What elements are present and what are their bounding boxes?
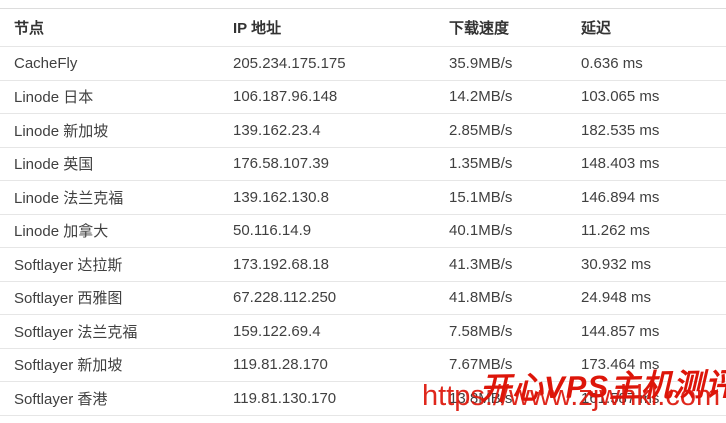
ip-cell: 50.116.14.9 <box>219 213 435 248</box>
column-header-latency: 延迟 <box>567 8 726 47</box>
latency-cell: 146.894 ms <box>567 180 726 214</box>
latency-cell: 182.535 ms <box>567 113 726 147</box>
node-cell: Linode 法兰克福 <box>0 180 219 214</box>
table-row: Linode 英国 176.58.107.39 1.35MB/s 148.403… <box>0 146 726 181</box>
table-row: Softlayer 西雅图 67.228.112.250 41.8MB/s 24… <box>0 280 726 315</box>
ip-cell: 106.187.96.148 <box>219 79 435 114</box>
ip-cell: 119.81.130.170 <box>219 381 435 415</box>
node-cell: Linode 加拿大 <box>0 213 219 248</box>
speed-cell: 7.58MB/s <box>435 314 567 348</box>
table-row: Linode 加拿大 50.116.14.9 40.1MB/s 11.262 m… <box>0 213 726 248</box>
table-row: CacheFly 205.234.175.175 35.9MB/s 0.636 … <box>0 46 726 80</box>
ip-cell: 67.228.112.250 <box>219 280 435 315</box>
ip-cell: 205.234.175.175 <box>219 46 435 80</box>
ip-cell: 139.162.130.8 <box>219 180 435 214</box>
table-row: Softlayer 达拉斯 173.192.68.18 41.3MB/s 30.… <box>0 247 726 281</box>
latency-cell: 30.932 ms <box>567 247 726 281</box>
speed-cell: 41.8MB/s <box>435 280 567 315</box>
ip-cell: 139.162.23.4 <box>219 113 435 147</box>
node-cell: Linode 英国 <box>0 146 219 181</box>
speed-cell: 15.1MB/s <box>435 180 567 214</box>
node-cell: Softlayer 法兰克福 <box>0 314 219 348</box>
column-header-ip: IP 地址 <box>219 8 435 47</box>
node-cell: Linode 日本 <box>0 79 219 114</box>
table-row: Softlayer 法兰克福 159.122.69.4 7.58MB/s 144… <box>0 314 726 348</box>
speed-cell: 1.35MB/s <box>435 146 567 181</box>
table-row: Linode 日本 106.187.96.148 14.2MB/s 103.06… <box>0 79 726 114</box>
node-cell: Softlayer 西雅图 <box>0 280 219 315</box>
latency-cell: 173.464 ms <box>567 347 726 382</box>
latency-cell: 0.636 ms <box>567 46 726 80</box>
speed-cell: 40.1MB/s <box>435 213 567 248</box>
table-row: Linode 法兰克福 139.162.130.8 15.1MB/s 146.8… <box>0 180 726 214</box>
column-header-speed: 下载速度 <box>435 8 567 47</box>
latency-cell: 24.948 ms <box>567 280 726 315</box>
node-cell: Softlayer 达拉斯 <box>0 247 219 281</box>
latency-cell: 144.857 ms <box>567 314 726 348</box>
speed-cell: 7.67MB/s <box>435 347 567 382</box>
speed-cell: 13.8MB/s <box>435 381 567 415</box>
speed-cell: 2.85MB/s <box>435 113 567 147</box>
table-body: CacheFly 205.234.175.175 35.9MB/s 0.636 … <box>0 46 726 415</box>
node-cell: Softlayer 新加坡 <box>0 347 219 382</box>
ip-cell: 173.192.68.18 <box>219 247 435 281</box>
table-row: Linode 新加坡 139.162.23.4 2.85MB/s 182.535… <box>0 113 726 147</box>
latency-cell: 11.262 ms <box>567 213 726 248</box>
ip-cell: 176.58.107.39 <box>219 146 435 181</box>
latency-cell: 148.403 ms <box>567 146 726 181</box>
speedtest-table: 节点 IP 地址 下载速度 延迟 CacheFly 205.234.175.17… <box>0 8 726 416</box>
speed-cell: 41.3MB/s <box>435 247 567 281</box>
node-cell: Softlayer 香港 <box>0 381 219 415</box>
latency-cell: 103.065 ms <box>567 79 726 114</box>
column-header-node: 节点 <box>0 8 219 47</box>
ip-cell: 159.122.69.4 <box>219 314 435 348</box>
latency-cell: 161.587 ms <box>567 381 726 415</box>
ip-cell: 119.81.28.170 <box>219 347 435 382</box>
table-row: Softlayer 新加坡 119.81.28.170 7.67MB/s 173… <box>0 347 726 382</box>
speed-cell: 14.2MB/s <box>435 79 567 114</box>
table-header-row: 节点 IP 地址 下载速度 延迟 <box>0 8 726 47</box>
table-row: Softlayer 香港 119.81.130.170 13.8MB/s 161… <box>0 381 726 415</box>
node-cell: CacheFly <box>0 46 219 80</box>
speed-cell: 35.9MB/s <box>435 46 567 80</box>
node-cell: Linode 新加坡 <box>0 113 219 147</box>
